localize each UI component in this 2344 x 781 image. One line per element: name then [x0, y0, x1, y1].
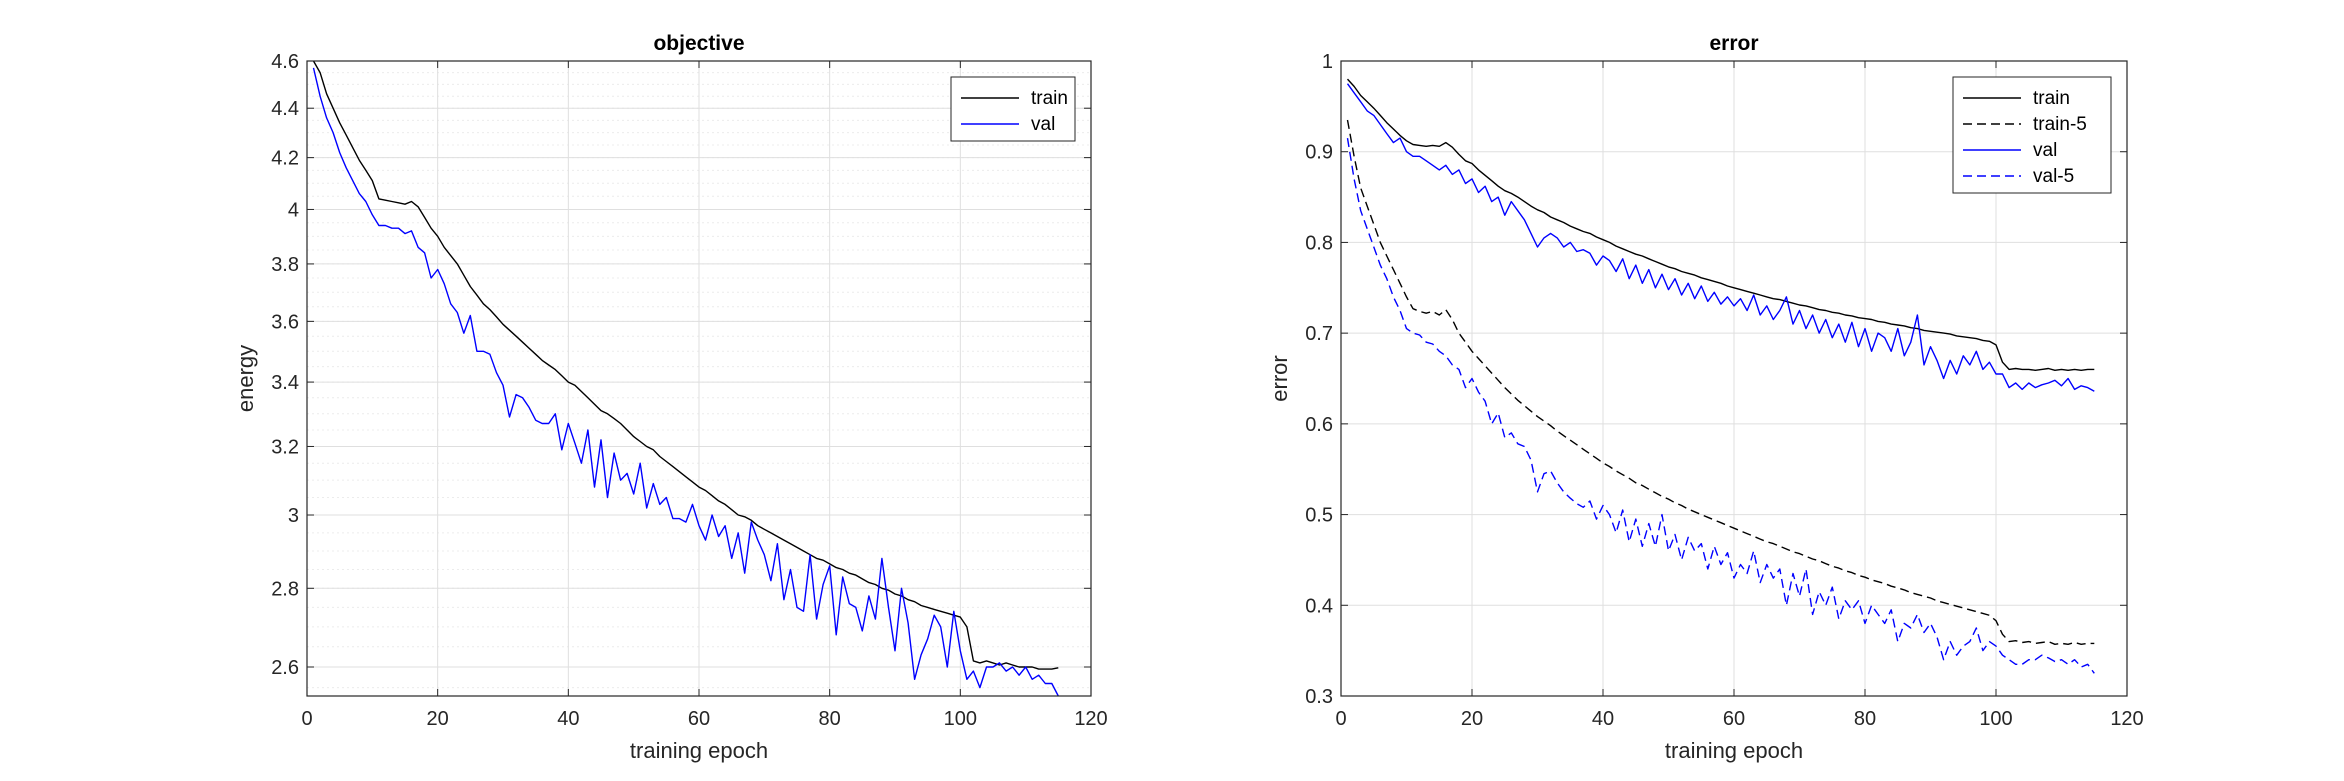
x-tick-label: 20 — [1461, 708, 1483, 730]
y-tick-label: 3.2 — [271, 436, 299, 458]
y-tick-label: 0.8 — [1305, 232, 1333, 254]
x-tick-label: 0 — [301, 708, 312, 730]
legend-label: val-5 — [2033, 166, 2074, 187]
series-group — [1346, 78, 2095, 674]
legend-box — [1952, 76, 2112, 194]
x-tick-label: 60 — [688, 708, 710, 730]
y-tick-label: 4.4 — [271, 98, 299, 120]
y-tick-label: 4 — [288, 199, 299, 221]
x-tick-label: 100 — [944, 708, 977, 730]
x-tick-label: 120 — [1074, 708, 1107, 730]
legend-label: train — [2033, 88, 2070, 109]
x-tick-label: 120 — [2110, 708, 2143, 730]
series-line-train-5 — [1346, 119, 2095, 645]
chart-title: error — [1709, 32, 1758, 55]
error-chart: 0 20 40 60 80 100 120 0.3 0.4 0.5 0.6 0.7 0.8 0.9 1 err… — [1267, 32, 2144, 763]
y-tick-label: 0.6 — [1305, 414, 1333, 436]
y-tick-label: 0.9 — [1305, 142, 1333, 164]
legend: train val — [950, 76, 1076, 142]
y-tick-label: 1 — [1322, 51, 1333, 73]
objective-chart: 0 20 40 60 80 100 120 2.6 2.8 3 3.2 3.4 3.6 3.8 4 4.2 4.… — [233, 32, 1108, 763]
series-line-val — [312, 67, 1059, 697]
chart-title: objective — [653, 32, 744, 55]
x-axis-label: training epoch — [1665, 738, 1803, 763]
y-tick-label: 4.6 — [271, 51, 299, 73]
y-tick-label: 3.8 — [271, 254, 299, 276]
y-tick-label: 0.3 — [1305, 686, 1333, 708]
y-axis-label: error — [1267, 355, 1292, 401]
tick-group: 0 20 40 60 80 100 120 0.3 0.4 0.5 0.6 0.7 0.8 0.9 1 — [1305, 51, 2144, 730]
y-tick-label: 0.4 — [1305, 595, 1333, 617]
x-tick-label: 100 — [1979, 708, 2012, 730]
series-line-val — [1346, 83, 2095, 392]
tick-group: 0 20 40 60 80 100 120 2.6 2.8 3 3.2 3.4 3.6 3.8 4 4.2 4.… — [271, 51, 1108, 730]
legend-box — [950, 76, 1076, 142]
y-tick-label: 3.4 — [271, 372, 299, 394]
y-tick-label: 3.6 — [271, 311, 299, 333]
legend-label: train — [1031, 88, 1068, 109]
x-axis-label: training epoch — [630, 738, 768, 763]
y-tick-label: 0.5 — [1305, 505, 1333, 527]
legend-label: train-5 — [2033, 114, 2087, 135]
x-tick-label: 20 — [427, 708, 449, 730]
legend-label: val — [1031, 114, 1055, 135]
y-tick-label: 0.7 — [1305, 323, 1333, 345]
series-line-train — [1346, 78, 2095, 371]
series-line-train — [312, 60, 1059, 670]
x-tick-label: 40 — [1592, 708, 1614, 730]
x-tick-label: 80 — [819, 708, 841, 730]
series-line-val-5 — [1346, 137, 2095, 674]
x-tick-label: 60 — [1723, 708, 1745, 730]
series-group — [312, 60, 1059, 697]
legend: train train-5 val val-5 — [1952, 76, 2112, 194]
y-tick-label: 3 — [288, 505, 299, 527]
y-axis-label: energy — [233, 345, 258, 412]
x-tick-label: 0 — [1335, 708, 1346, 730]
y-tick-label: 4.2 — [271, 148, 299, 170]
legend-label: val — [2033, 140, 2057, 161]
y-tick-label: 2.8 — [271, 578, 299, 600]
x-tick-label: 40 — [557, 708, 579, 730]
x-tick-label: 80 — [1854, 708, 1876, 730]
y-tick-label: 2.6 — [271, 657, 299, 679]
